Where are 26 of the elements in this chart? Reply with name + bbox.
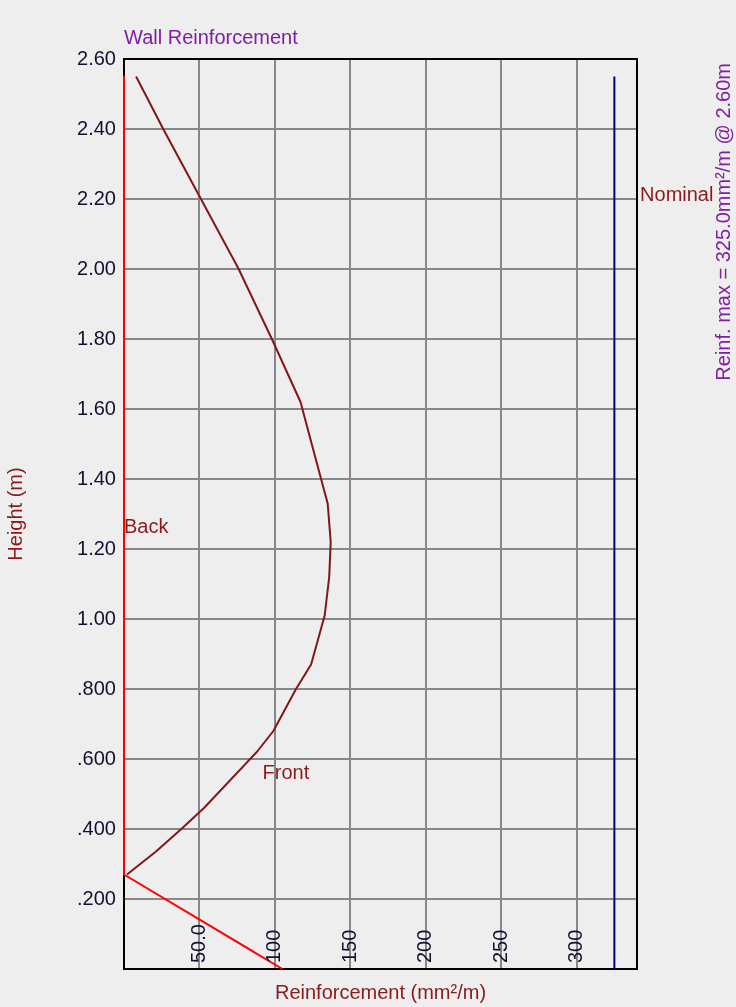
y-tick-label: 1.60 (77, 396, 116, 419)
series-label: Back (124, 515, 170, 538)
y-tick-label: 2.40 (77, 116, 116, 139)
y-axis-title: Height (m) (3, 467, 26, 561)
y-tick-label: .800 (77, 676, 116, 699)
x-tick-label: 150 (337, 929, 360, 963)
y-tick-label: 1.20 (77, 536, 116, 559)
x-tick-label: 250 (488, 929, 511, 963)
x-tick-label: 50.0 (186, 924, 209, 963)
x-tick-label: 300 (564, 929, 587, 963)
y-tick-label: .200 (77, 886, 116, 909)
y-tick-label: 2.00 (77, 256, 116, 279)
series-label: Nominal (640, 183, 714, 206)
y-tick-label: .600 (77, 746, 116, 769)
y-tick-label: 1.40 (77, 466, 116, 489)
y-tick-label: 1.00 (77, 606, 116, 629)
y-tick-label: 2.20 (77, 186, 116, 209)
y-tick-label: 1.80 (77, 326, 116, 349)
series-label: Front (262, 760, 310, 783)
x-axis-title: Reinforcement (mm²/m) (274, 980, 487, 1003)
y-tick-label: .400 (77, 816, 116, 839)
y-tick-label: 2.60 (77, 46, 116, 69)
x-tick-label: 100 (262, 929, 285, 963)
chart-title: Wall Reinforcement (124, 26, 299, 48)
text: Reinf. max = 325.0mm²/m @ 2.60m (711, 63, 734, 381)
x-tick-label: 200 (413, 929, 436, 963)
